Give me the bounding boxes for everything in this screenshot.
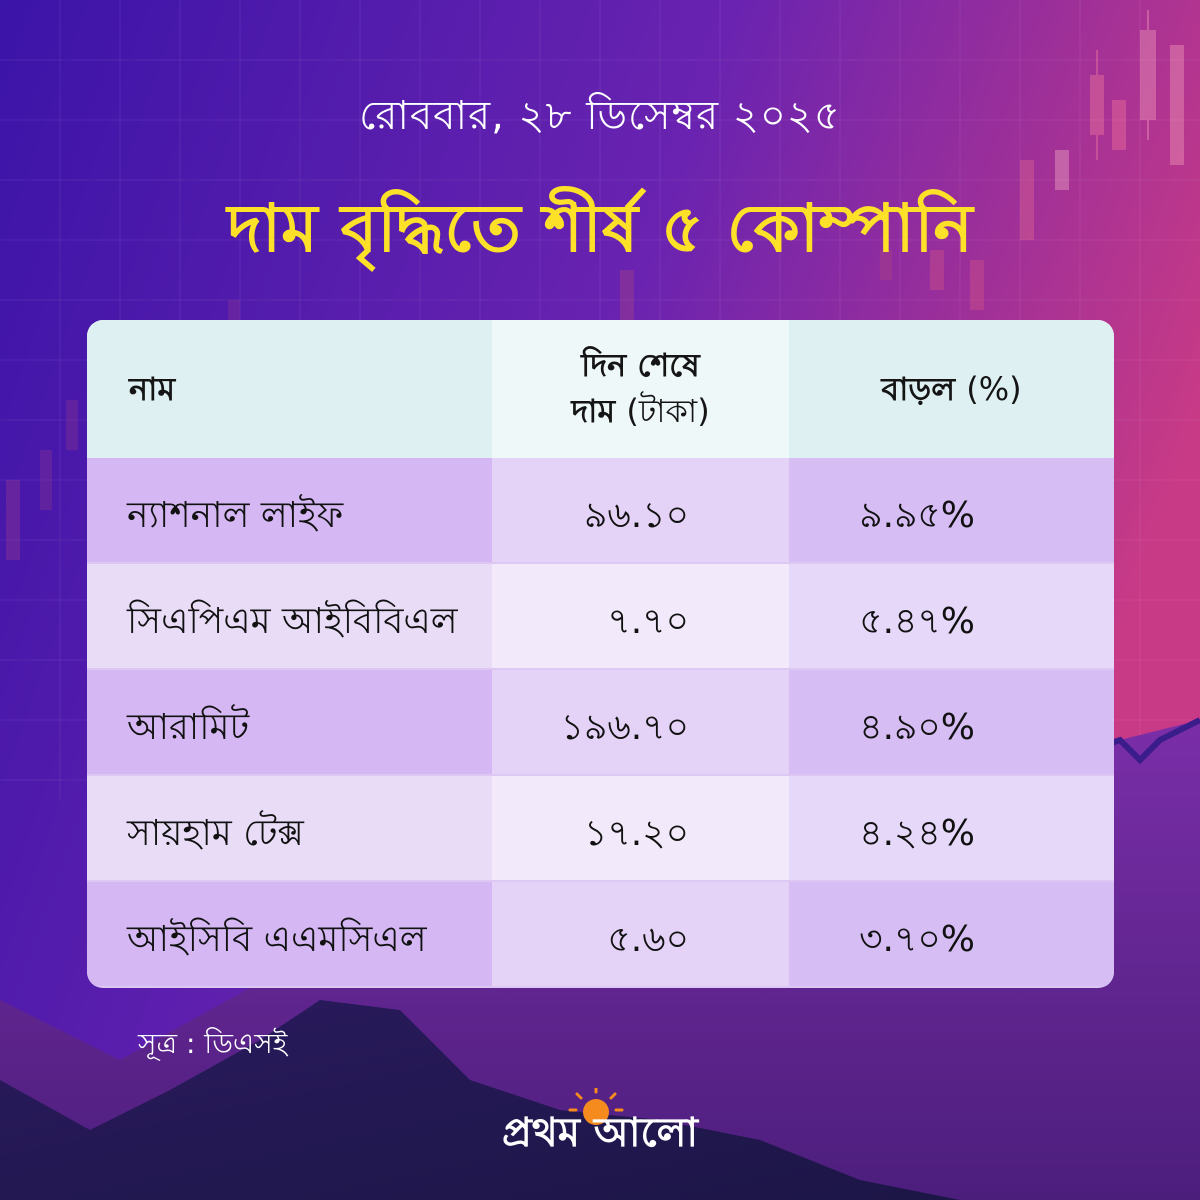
table-row: সায়হাম টেক্স ১৭.২০ ৪.২৪%: [87, 776, 1114, 880]
header-price-line2: দাম (টাকা): [492, 388, 789, 434]
header-price-word: দাম: [571, 392, 616, 430]
header-price-unit: (টাকা): [626, 392, 710, 430]
header-change-word: বাড়ল: [881, 370, 956, 408]
change-percent: ৪.৯০%: [859, 707, 975, 748]
header-price-bg: [492, 320, 789, 458]
logo-text: প্রথম আলো: [502, 1110, 699, 1156]
closing-price: ১৭.২০: [583, 813, 689, 854]
table-row: সিএপিএম আইবিবিএল ৭.৭০ ৫.৪৭%: [87, 564, 1114, 668]
page-title: দাম বৃদ্ধিতে শীর্ষ ৫ কোম্পানি: [227, 190, 973, 267]
table-row: আরামিট ১৯৬.৭০ ৪.৯০%: [87, 670, 1114, 774]
change-percent: ৫.৪৭%: [859, 601, 975, 642]
source-note: সূত্র : ডিএসই: [138, 1027, 288, 1060]
closing-price: ১৯৬.৭০: [560, 707, 689, 748]
top-gainers-table: নাম দিন শেষে দাম (টাকা) বাড়ল (%) ন্যাশন…: [87, 320, 1114, 988]
header-name: নাম: [129, 370, 176, 408]
change-percent: ৯.৯৫%: [859, 495, 975, 536]
closing-price: ৯৬.১০: [584, 495, 689, 536]
company-name: সিএপিএম আইবিবিএল: [127, 601, 458, 642]
sun-icon: [568, 1088, 624, 1125]
company-name: আরামিট: [127, 707, 250, 748]
company-name: আইসিবি এএমসিএল: [127, 919, 427, 960]
header-change-unit: (%): [966, 370, 1022, 408]
date-label: রোববার, ২৮ ডিসেম্বর ২০২৫: [359, 93, 841, 139]
header-change: বাড়ল (%): [789, 364, 1114, 418]
change-percent: ৪.২৪%: [859, 813, 975, 854]
company-name: সায়হাম টেক্স: [127, 813, 304, 854]
company-name: ন্যাশনাল লাইফ: [127, 495, 344, 536]
closing-price: ৫.৬০: [607, 919, 689, 960]
header-price-line1: দিন শেষে: [581, 346, 700, 384]
table-row: আইসিবি এএমসিএল ৫.৬০ ৩.৭০%: [87, 882, 1114, 986]
table-header: নাম দিন শেষে দাম (টাকা) বাড়ল (%): [87, 320, 1114, 458]
closing-price: ৭.৭০: [607, 601, 689, 642]
table-row: ন্যাশনাল লাইফ ৯৬.১০ ৯.৯৫%: [87, 458, 1114, 562]
prothom-alo-logo: প্রথম আলো: [502, 1088, 699, 1156]
header-price: দিন শেষে দাম (টাকা): [492, 342, 789, 434]
change-percent: ৩.৭০%: [859, 919, 975, 960]
